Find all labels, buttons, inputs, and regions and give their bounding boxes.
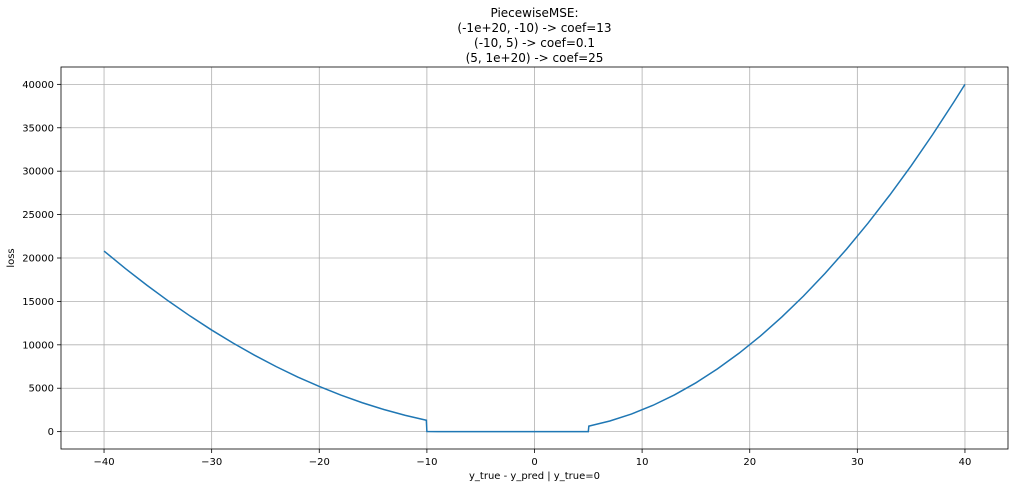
- x-tick-label: −20: [309, 457, 330, 468]
- series-group: [103, 83, 966, 433]
- y-tick-label: 15000: [22, 297, 54, 308]
- chart-title-line: (-10, 5) -> coef=0.1: [474, 36, 595, 50]
- x-tick-label: 0: [531, 457, 537, 468]
- chart-title-line: (-1e+20, -10) -> coef=13: [457, 21, 611, 35]
- x-tick-label: −40: [93, 457, 114, 468]
- y-tick-label: 25000: [22, 210, 54, 221]
- chart-title-line: (5, 1e+20) -> coef=25: [466, 51, 604, 65]
- y-tick-label: 10000: [22, 340, 54, 351]
- y-axis-ticks: 0 5000 10000 15000 20000 25000 30000 35000 40000: [22, 80, 61, 438]
- chart-title-line: PiecewiseMSE:: [490, 6, 578, 20]
- x-axis-label: y_true - y_pred | y_true=0: [469, 471, 600, 482]
- y-tick-label: 40000: [22, 80, 54, 91]
- y-tick-label: 5000: [29, 384, 54, 395]
- y-tick-label: 30000: [22, 167, 54, 178]
- y-tick-label: 20000: [22, 254, 54, 265]
- x-tick-label: 40: [959, 457, 972, 468]
- x-tick-label: 20: [743, 457, 756, 468]
- series-line-0: [103, 83, 966, 433]
- x-tick-label: −10: [416, 457, 437, 468]
- y-tick-label: 0: [48, 427, 54, 438]
- chart-title: PiecewiseMSE:(-1e+20, -10) -> coef=13(-1…: [457, 6, 611, 65]
- y-tick-label: 35000: [22, 123, 54, 134]
- grid: [61, 67, 1008, 449]
- y-axis-label: loss: [6, 248, 17, 267]
- x-tick-label: 10: [636, 457, 649, 468]
- x-tick-label: 30: [851, 457, 864, 468]
- x-axis-ticks: −40 −30 −20 −10 0 10 20 30 40: [93, 449, 971, 468]
- x-tick-label: −30: [201, 457, 222, 468]
